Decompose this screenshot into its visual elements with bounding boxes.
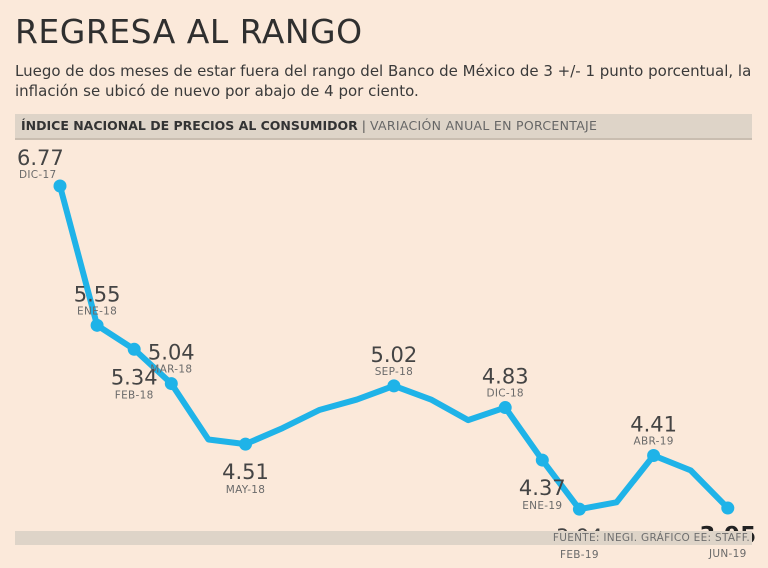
value-label-abr-19: 4.41 bbox=[630, 413, 677, 437]
date-label-mar-18: MAR-18 bbox=[150, 364, 192, 376]
date-label-jun-19: JUN-19 bbox=[708, 548, 747, 560]
date-label-feb-18: FEB-18 bbox=[115, 389, 154, 401]
date-label-ene-19: ENE-19 bbox=[522, 500, 562, 512]
value-label-mar-18: 5.04 bbox=[148, 341, 195, 365]
data-point-jun-19 bbox=[721, 501, 735, 515]
date-label-may-18: MAY-18 bbox=[226, 484, 266, 496]
value-label-feb-18: 5.34 bbox=[111, 365, 158, 389]
date-label-dic-17: DIC-17 bbox=[19, 169, 56, 181]
chart-header-bar: ÍNDICE NACIONAL DE PRECIOS AL CONSUMIDOR… bbox=[15, 114, 752, 140]
date-label-abr-19: ABR-19 bbox=[633, 436, 673, 448]
data-point-feb-19 bbox=[572, 502, 586, 516]
data-point-dic-18 bbox=[498, 401, 512, 415]
unit-label: VARIACIÓN ANUAL EN PORCENTAJE bbox=[369, 118, 598, 133]
value-label-dic-17: 6.77 bbox=[17, 146, 64, 170]
data-point-abr-19 bbox=[647, 449, 661, 463]
data-point-dic-17 bbox=[53, 179, 67, 193]
date-label-sep-18: SEP-18 bbox=[375, 366, 413, 378]
data-point-feb-18 bbox=[127, 342, 141, 356]
index-name: ÍNDICE NACIONAL DE PRECIOS AL CONSUMIDOR bbox=[21, 118, 358, 133]
date-label-dic-18: DIC-18 bbox=[486, 388, 523, 400]
date-label-feb-19: FEB-19 bbox=[560, 549, 599, 561]
data-point-sep-18 bbox=[387, 379, 401, 393]
source-note: FUENTE: INEGI. GRÁFICO EE: STAFF. bbox=[552, 532, 750, 544]
footer-bar bbox=[15, 531, 752, 545]
value-label-ene-18: 5.55 bbox=[74, 282, 121, 306]
data-point-ene-18 bbox=[90, 318, 104, 332]
header-separator: | bbox=[361, 118, 366, 133]
value-label-ene-19: 4.37 bbox=[519, 476, 566, 500]
date-label-ene-18: ENE-18 bbox=[77, 305, 117, 317]
data-point-ene-19 bbox=[535, 453, 549, 467]
value-label-sep-18: 5.02 bbox=[371, 343, 418, 367]
data-point-may-18 bbox=[239, 437, 252, 451]
chart-subtitle: Luego de dos meses de estar fuera del ra… bbox=[15, 62, 752, 100]
value-label-dic-18: 4.83 bbox=[482, 365, 529, 389]
chart-title: REGRESA AL RANGO bbox=[15, 12, 363, 51]
value-label-may-18: 4.51 bbox=[222, 460, 269, 484]
data-point-mar-18 bbox=[164, 377, 178, 391]
